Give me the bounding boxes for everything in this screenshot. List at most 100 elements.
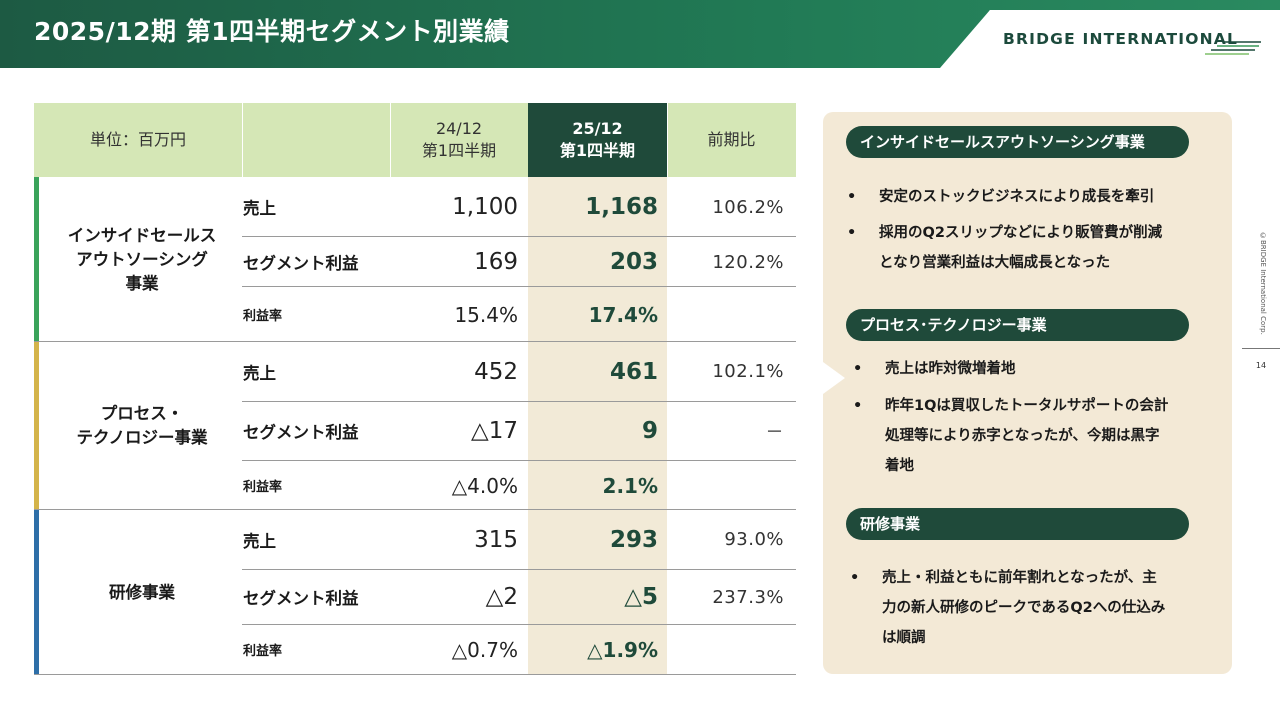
segment-bar-process xyxy=(34,342,39,510)
segment-name-line: テクノロジー事業 xyxy=(76,428,208,447)
bullet-line: は順調 xyxy=(882,630,926,646)
value-prev: 452 xyxy=(474,358,518,385)
bullet-line: 力の新人研修のピークであるQ2への仕込み xyxy=(882,600,1166,616)
page-title: 2025/12期 第1四半期セグメント別業績 xyxy=(34,17,510,46)
header-curr-line2: 第1四半期 xyxy=(559,141,636,160)
bullet-dot: • xyxy=(853,398,863,414)
value-prev: △4.0% xyxy=(451,473,518,498)
copyright-notice: ©BRIDGE International Corp. xyxy=(1259,232,1267,335)
value-curr: 17.4% xyxy=(588,302,658,327)
bullet-text: 売上は昨対微増着地 xyxy=(885,354,1185,384)
row-divider xyxy=(242,569,796,570)
row-divider xyxy=(242,236,796,237)
current-period-header-bg xyxy=(528,103,667,177)
row-label-sales: 売上 xyxy=(243,363,276,383)
bullet-dot: • xyxy=(850,570,860,586)
unit-label-text: 単位：百万円 xyxy=(89,130,186,149)
table-header-row xyxy=(34,103,796,177)
header-curr-line1: 25/12 xyxy=(572,119,623,138)
segment-name-line: プロセス・ xyxy=(100,404,184,423)
table-bottom-border xyxy=(34,674,796,675)
header-banner xyxy=(0,0,1280,68)
current-period-column-bg xyxy=(528,177,667,675)
bullet-dot: • xyxy=(847,225,857,241)
section-title-training: 研修事業 xyxy=(846,508,1189,540)
logo-text: BRIDGE INTERNATIONAL xyxy=(1003,30,1239,48)
segment-name-line: 事業 xyxy=(125,273,159,293)
value-prev: 1,100 xyxy=(452,194,518,220)
bullet-line: 採用のQ2スリップなどにより販管費が削減 xyxy=(879,225,1163,241)
value-compare: 106.2% xyxy=(712,196,784,218)
header-divider xyxy=(242,103,243,177)
page-number-rule xyxy=(1242,348,1280,349)
bullet-line: 売上・利益ともに前年割れとなったが、主 xyxy=(882,570,1157,586)
bullet-text: 採用のQ2スリップなどにより販管費が削減 となり営業利益は大幅成長となった xyxy=(879,218,1179,278)
slide-header: 2025/12期 第1四半期セグメント別業績 BRIDGE INTERNATIO… xyxy=(0,0,1280,68)
value-curr: 9 xyxy=(641,418,658,444)
section-title-process: プロセス･テクノロジー事業 xyxy=(846,309,1189,341)
row-divider xyxy=(242,286,796,287)
segment-divider xyxy=(34,509,796,510)
bullet-dot: • xyxy=(853,361,863,377)
segment-bar-insight xyxy=(34,177,39,342)
row-divider xyxy=(242,624,796,625)
value-compare: 120.2% xyxy=(712,251,784,273)
segment-name-line: インサイドセールス xyxy=(67,225,217,245)
header-divider xyxy=(390,103,391,177)
page-number: 14 xyxy=(1255,361,1267,370)
bullet-line: 安定のストックビジネスにより成長を牽引 xyxy=(879,189,1155,205)
bullet-text: 安定のストックビジネスにより成長を牽引 xyxy=(879,182,1179,212)
bullet-dot: • xyxy=(847,189,857,205)
bullet-line: 売上は昨対微増着地 xyxy=(885,361,1016,377)
value-curr: 2.1% xyxy=(602,473,658,498)
bullet-line: 着地 xyxy=(885,458,914,474)
header-compare: 前期比 xyxy=(667,103,796,177)
header-curr-period: 25/12 第1四半期 xyxy=(528,103,667,177)
segment-name-line: 研修事業 xyxy=(109,582,175,602)
value-prev: 315 xyxy=(474,526,518,553)
segment-name-training: 研修事業 xyxy=(42,510,242,675)
value-prev: 15.4% xyxy=(454,302,518,327)
row-label-sales: 売上 xyxy=(243,199,276,218)
row-label-profit: セグメント利益 xyxy=(243,589,359,608)
row-label-margin: 利益率 xyxy=(243,309,283,324)
segment-divider xyxy=(34,341,796,342)
company-logo: BRIDGE INTERNATIONAL xyxy=(1003,28,1261,55)
segment-name-line: アウトソーシング xyxy=(76,249,208,269)
value-compare: 93.0% xyxy=(724,529,784,550)
unit-label: 単位：百万円 xyxy=(34,103,242,177)
panel-pointer-arrow xyxy=(823,362,845,394)
row-label-margin: 利益率 xyxy=(243,480,283,495)
section-title-insight: インサイドセールスアウトソーシング事業 xyxy=(846,126,1189,158)
value-prev: △17 xyxy=(471,418,518,444)
commentary-panel: インサイドセールスアウトソーシング事業 • 安定のストックビジネスにより成長を牽… xyxy=(823,112,1232,674)
bullet-text: 昨年1Qは買収したトータルサポートの会計 処理等により赤字となったが、今期は黒字… xyxy=(885,391,1185,481)
value-curr: 203 xyxy=(609,249,658,275)
value-curr: 461 xyxy=(609,358,658,385)
segment-bar-training xyxy=(34,510,39,675)
value-prev: 169 xyxy=(474,249,518,275)
segment-name-process: プロセス・ テクノロジー事業 xyxy=(42,342,242,510)
bullet-line: 昨年1Qは買収したトータルサポートの会計 xyxy=(885,398,1169,414)
row-label-sales: 売上 xyxy=(243,531,276,551)
value-curr: 293 xyxy=(609,526,658,553)
logo-stripes-icon xyxy=(1205,41,1261,55)
value-compare: 237.3% xyxy=(712,586,784,608)
row-label-profit: セグメント利益 xyxy=(243,423,359,442)
header-divider xyxy=(667,103,668,177)
row-divider xyxy=(242,460,796,461)
bullet-line: となり営業利益は大幅成長となった xyxy=(879,255,1111,271)
segment-name-insight: インサイドセールス アウトソーシング 事業 xyxy=(42,177,242,342)
row-label-margin: 利益率 xyxy=(243,644,283,659)
row-divider xyxy=(242,401,796,402)
value-prev: △2 xyxy=(485,584,518,610)
value-curr: △1.9% xyxy=(587,637,658,662)
header-compare-text: 前期比 xyxy=(707,130,756,149)
value-compare: － xyxy=(765,422,784,443)
value-curr: △5 xyxy=(624,584,658,610)
header-prev-period: 24/12 第1四半期 xyxy=(390,103,528,177)
value-prev: △0.7% xyxy=(451,637,518,662)
value-compare: 102.1% xyxy=(712,361,784,382)
row-label-profit: セグメント利益 xyxy=(243,254,359,273)
bullet-line: 処理等により赤字となったが、今期は黒字 xyxy=(885,428,1160,444)
